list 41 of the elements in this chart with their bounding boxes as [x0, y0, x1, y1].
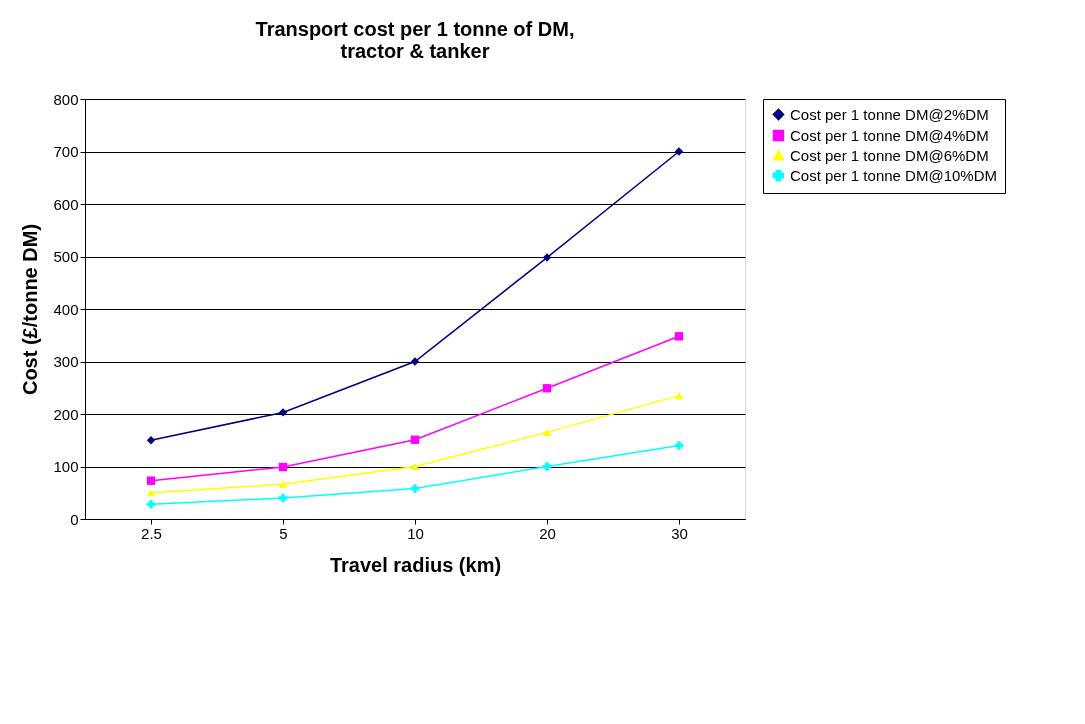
y-tick-label: 700	[53, 143, 79, 160]
y-tick-label: 300	[53, 353, 79, 370]
legend-label: Cost per 1 tonne DM@2%DM	[790, 105, 989, 123]
y-tick-label: 200	[53, 405, 79, 423]
point	[278, 408, 288, 417]
point	[146, 436, 156, 445]
x-tick-label: 10	[407, 524, 424, 542]
legend-label: Cost per 1 tonne DM@10%DM	[790, 166, 997, 184]
y-tick-label: 400	[53, 300, 79, 318]
point	[542, 428, 552, 436]
point	[278, 462, 288, 472]
x-axis-title: Travel radius (km)	[329, 553, 502, 576]
point	[410, 484, 420, 493]
point	[278, 493, 288, 503]
point	[542, 384, 552, 393]
point	[146, 476, 156, 485]
point	[674, 147, 684, 156]
x-tick-label: 30	[671, 524, 688, 542]
point	[542, 253, 552, 262]
point	[674, 392, 684, 400]
legend-label: Cost per 1 tonne DM@4%DM	[790, 126, 989, 144]
y-axis-title: Cost (£/tonne DM)	[19, 223, 42, 396]
point	[278, 480, 288, 488]
x-tick-label: 20	[539, 524, 556, 542]
y-tick-label: 100	[53, 458, 79, 475]
y-tick-label: 0	[70, 510, 79, 528]
chart-title: Transport cost per 1 tonne of DM, tractor & tanker	[255, 18, 575, 62]
point	[674, 332, 684, 341]
y-tick-label: 500	[53, 248, 79, 265]
y-tick-label: 600	[53, 195, 79, 213]
legend-label: Cost per 1 tonne DM@6%DM	[790, 146, 989, 164]
point	[410, 357, 420, 366]
point	[674, 441, 684, 450]
x-tick-label: 5	[279, 524, 288, 542]
y-tick-label: 800	[53, 90, 79, 108]
point	[542, 462, 552, 471]
point	[410, 435, 420, 444]
point	[410, 462, 420, 471]
point	[146, 489, 156, 497]
point	[146, 500, 156, 509]
x-tick-label: 2.5	[141, 524, 162, 542]
